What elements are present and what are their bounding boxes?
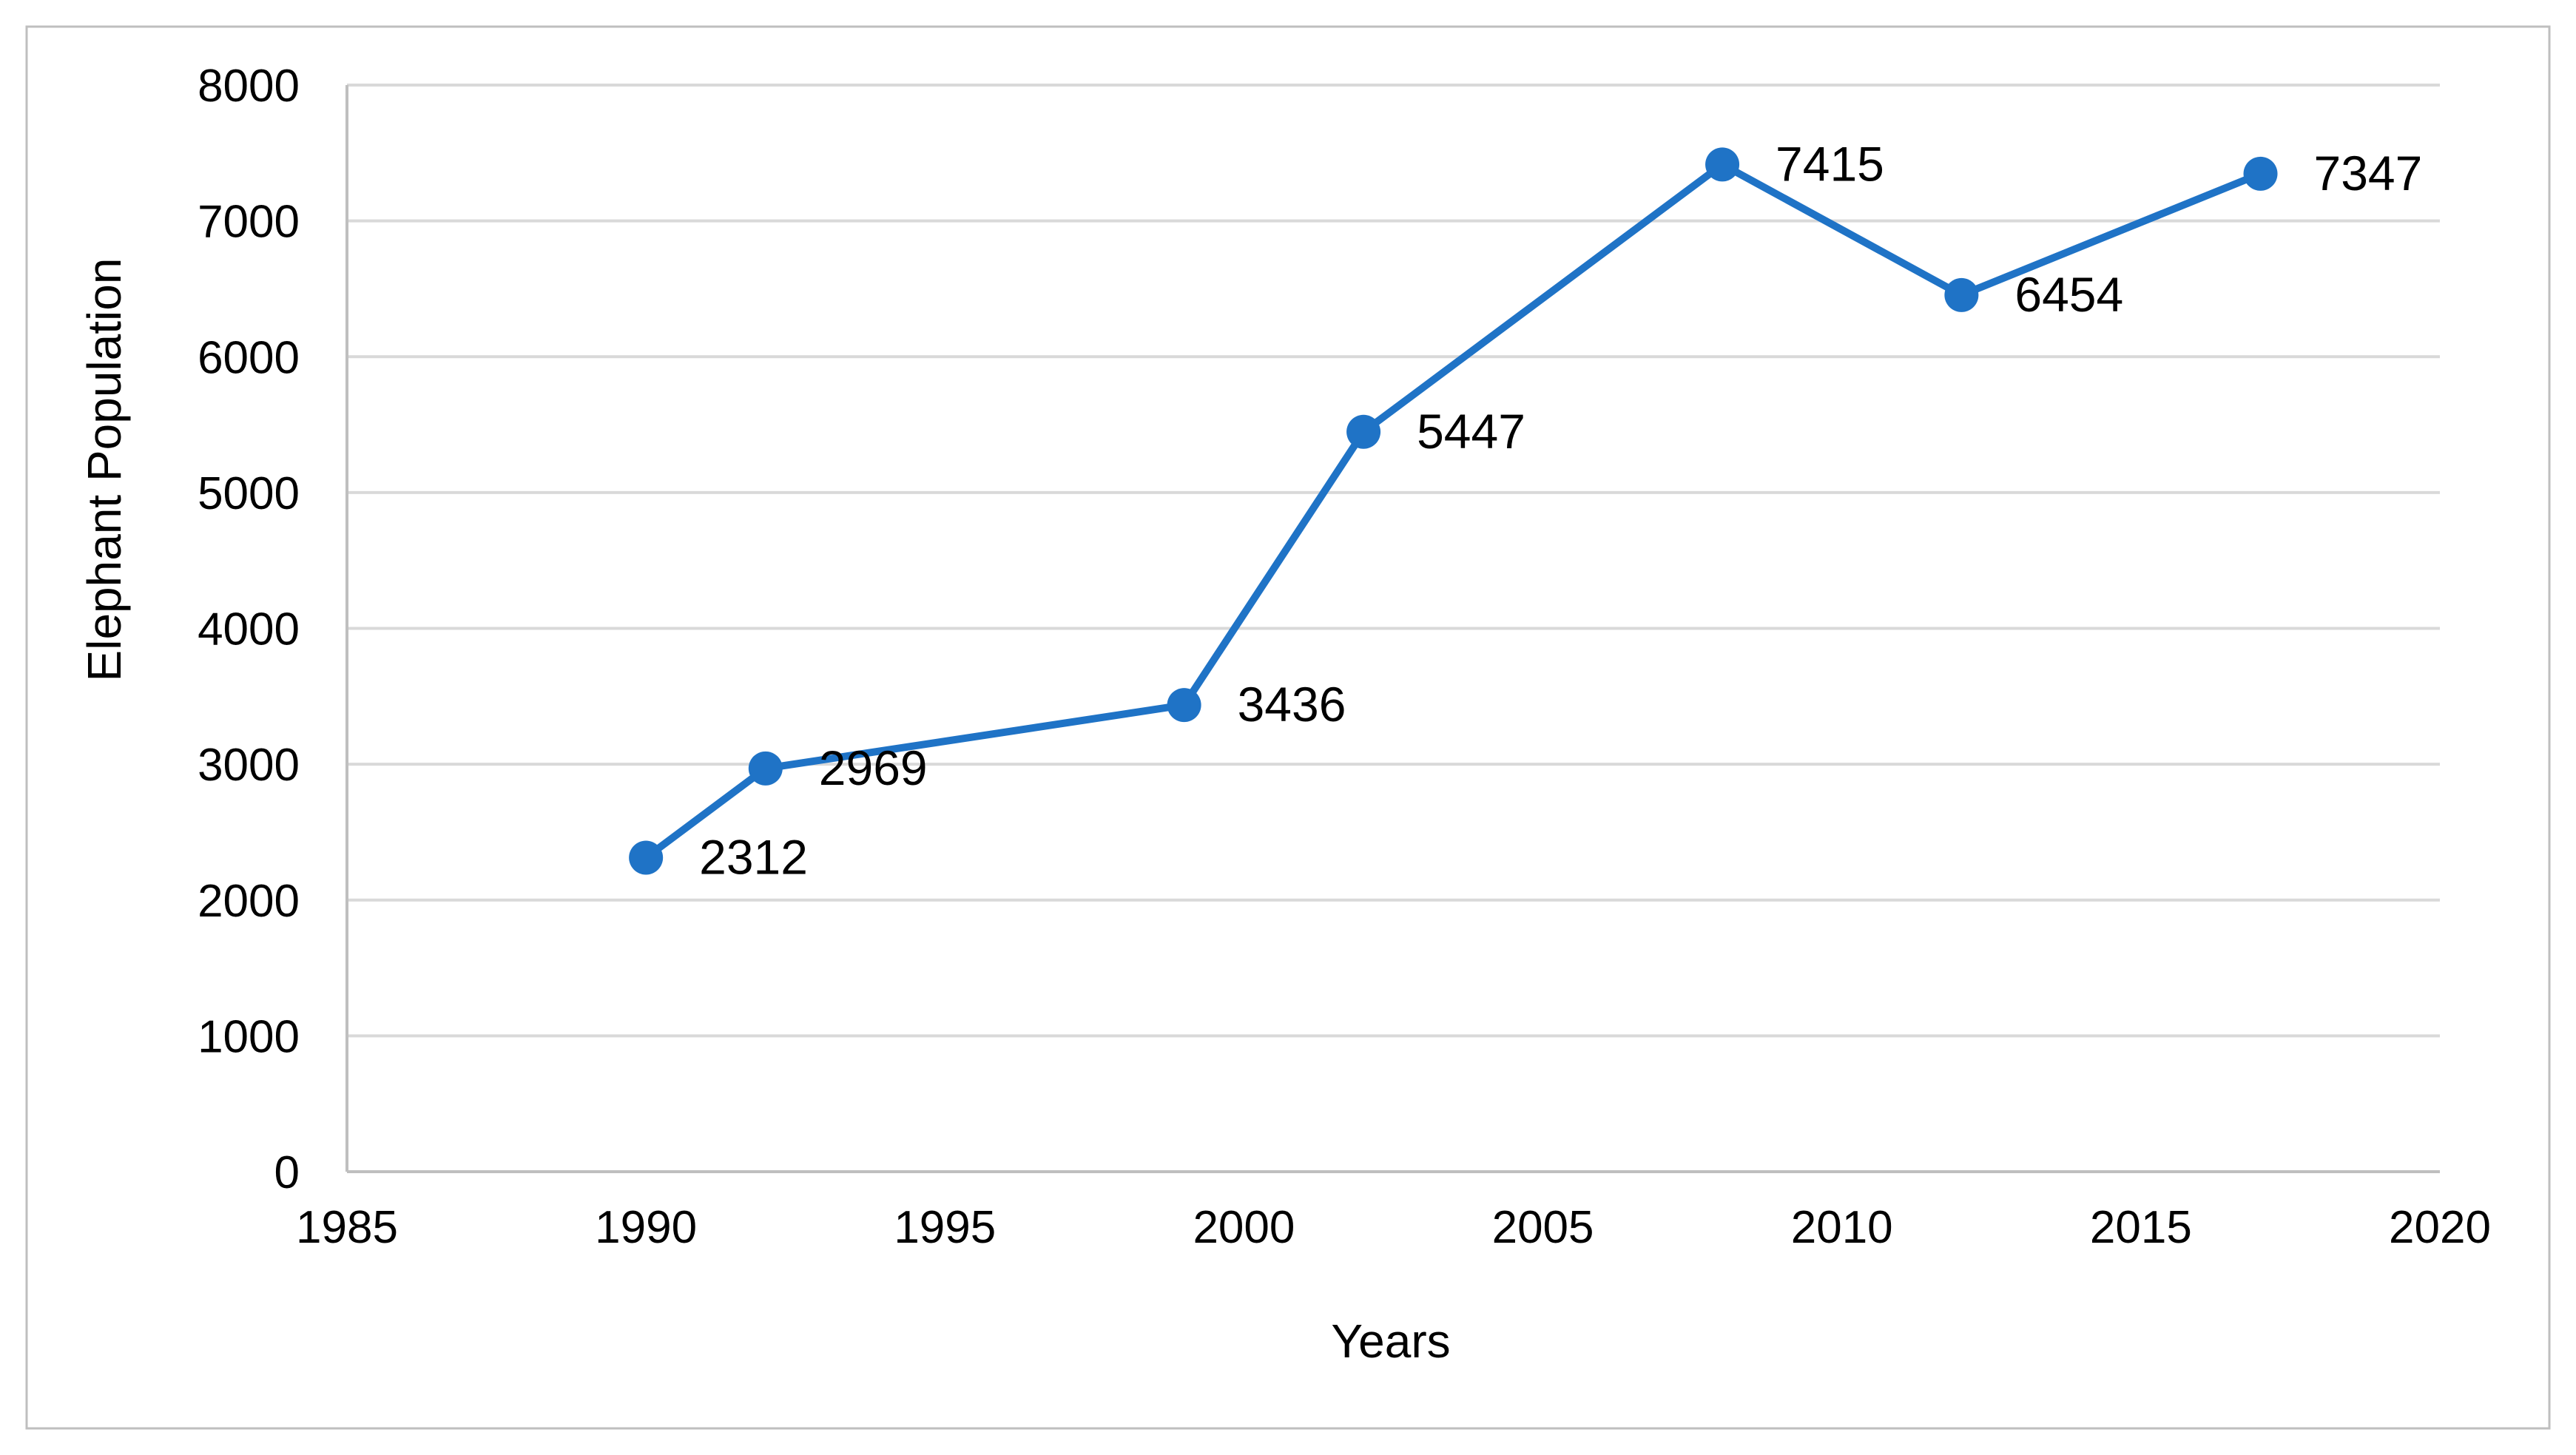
data-point (1346, 414, 1381, 449)
data-label: 7347 (2314, 146, 2423, 200)
y-tick-label: 6000 (198, 332, 300, 383)
y-tick-label: 3000 (198, 740, 300, 791)
data-point (748, 751, 783, 786)
x-tick-label: 2015 (2090, 1202, 2192, 1253)
y-axis-title: Elephant Population (78, 258, 131, 682)
data-label: 2969 (819, 740, 928, 795)
data-label: 6454 (2014, 267, 2123, 322)
data-point (1167, 688, 1201, 723)
y-tick-label: 8000 (198, 61, 300, 112)
chart-frame (25, 25, 2551, 1430)
y-tick-label: 1000 (198, 1011, 300, 1062)
x-axis-title: Years (1331, 1314, 1450, 1368)
data-label: 7415 (1776, 136, 1884, 191)
y-tick-label: 4000 (198, 604, 300, 655)
x-tick-label: 2005 (1492, 1202, 1594, 1253)
x-axis-ticks: 1985 1990 1995 2000 2005 2010 2015 2020 (296, 1202, 2491, 1253)
y-tick-label: 5000 (198, 468, 300, 519)
data-points (629, 147, 2278, 875)
data-label: 2312 (699, 829, 808, 884)
x-tick-label: 2000 (1193, 1202, 1295, 1253)
y-axis-ticks: 0 1000 2000 3000 4000 5000 6000 7000 8000 (198, 61, 300, 1198)
data-label: 3436 (1238, 677, 1346, 732)
y-tick-label: 0 (274, 1147, 300, 1198)
x-tick-label: 2010 (1791, 1202, 1893, 1253)
x-tick-label: 2020 (2389, 1202, 2491, 1253)
data-point (1944, 277, 1979, 312)
gridlines (347, 84, 2440, 1038)
data-point (2243, 156, 2278, 191)
data-point (1705, 147, 1740, 182)
data-point (629, 840, 664, 875)
x-tick-label: 1990 (595, 1202, 697, 1253)
y-tick-label: 7000 (198, 197, 300, 248)
x-tick-label: 1995 (894, 1202, 996, 1253)
x-tick-label: 1985 (296, 1202, 398, 1253)
y-tick-label: 2000 (198, 876, 300, 927)
data-label: 5447 (1417, 404, 1525, 459)
